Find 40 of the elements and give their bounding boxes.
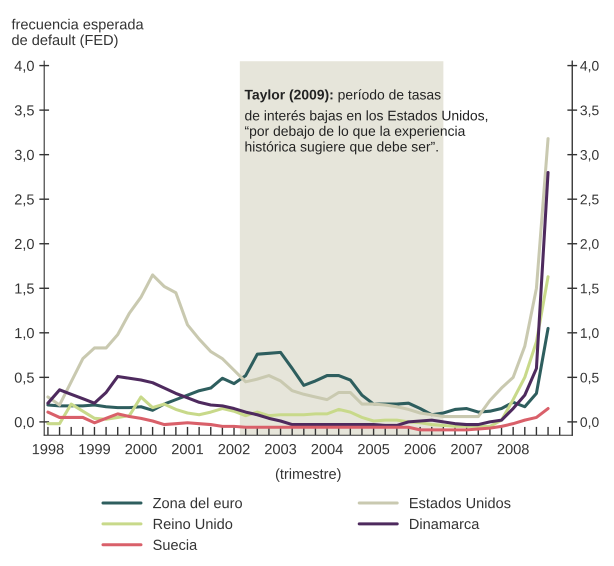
- legend-label: Estados Unidos: [410, 498, 510, 508]
- y2-tick-label: 1,0: [580, 328, 599, 340]
- x-tick-label: 1999: [79, 444, 110, 454]
- x-tick-label: 2007: [451, 444, 482, 454]
- y-tick-label: 0,5: [14, 372, 34, 385]
- y-tick-label: 3,5: [14, 105, 34, 118]
- y-tick-label: 1,0: [15, 328, 34, 340]
- x-tick-label: 1998: [32, 444, 64, 454]
- y2-tick-label: 0,5: [580, 372, 599, 384]
- annotation: período de tasas: [338, 89, 441, 102]
- y2-tick-label: 3,5: [580, 105, 599, 117]
- legend-label: Zona del euro: [153, 498, 242, 508]
- annotation: Taylor (2009):: [244, 89, 332, 102]
- x-tick-label: 2004: [312, 444, 343, 454]
- y-tick-label: 4,0: [14, 60, 34, 73]
- y-axis-title: frecuencia esperada de default (FED): [12, 18, 144, 48]
- x-tick-label: 2001: [172, 444, 204, 454]
- y2-tick-label: 3,0: [580, 150, 599, 162]
- legend-label: Dinamarca: [410, 518, 480, 530]
- x-tick-label: 2002: [218, 444, 250, 454]
- x-tick-label: 2006: [404, 444, 436, 454]
- y-tick-label: 2,0: [14, 238, 34, 251]
- y-tick-label: 2,5: [14, 194, 34, 206]
- legend-label: Reino Unido: [154, 518, 232, 530]
- y2-tick-label: 2,5: [580, 194, 599, 206]
- y2-tick-label: 2,0: [580, 239, 599, 251]
- legend-label: Suecia: [153, 539, 198, 550]
- x-tick-label: 2008: [498, 444, 529, 454]
- y-tick-label: 0,0: [14, 416, 34, 430]
- y2-tick-label: 4,0: [580, 60, 599, 72]
- y2-tick-label: 1,5: [580, 284, 599, 296]
- annotation: de interés bajas en los Estados Unidos, “por debajo de lo que la experiencia histórica sugiere que debe ser”.: [245, 110, 488, 154]
- x-tick-label: 2005: [358, 444, 390, 454]
- x-tick-label: 2003: [265, 444, 296, 454]
- y2-tick-label: 0,0: [580, 417, 599, 429]
- x-axis-title: (trimestre): [276, 468, 341, 482]
- y-tick-label: 1,5: [15, 284, 34, 296]
- line-series: [46, 407, 550, 432]
- y-tick-label: 3,0: [14, 150, 34, 162]
- x-tick-label: 2000: [125, 444, 157, 454]
